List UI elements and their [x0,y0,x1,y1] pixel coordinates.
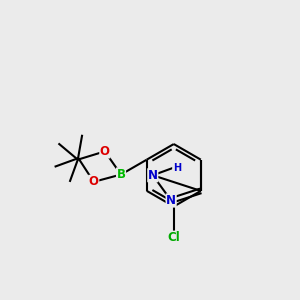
Text: N: N [148,169,158,182]
Text: Cl: Cl [167,231,180,244]
Text: O: O [89,175,99,188]
Text: O: O [100,145,110,158]
Text: H: H [172,163,181,172]
Text: B: B [116,168,125,181]
Text: N: N [166,194,176,207]
